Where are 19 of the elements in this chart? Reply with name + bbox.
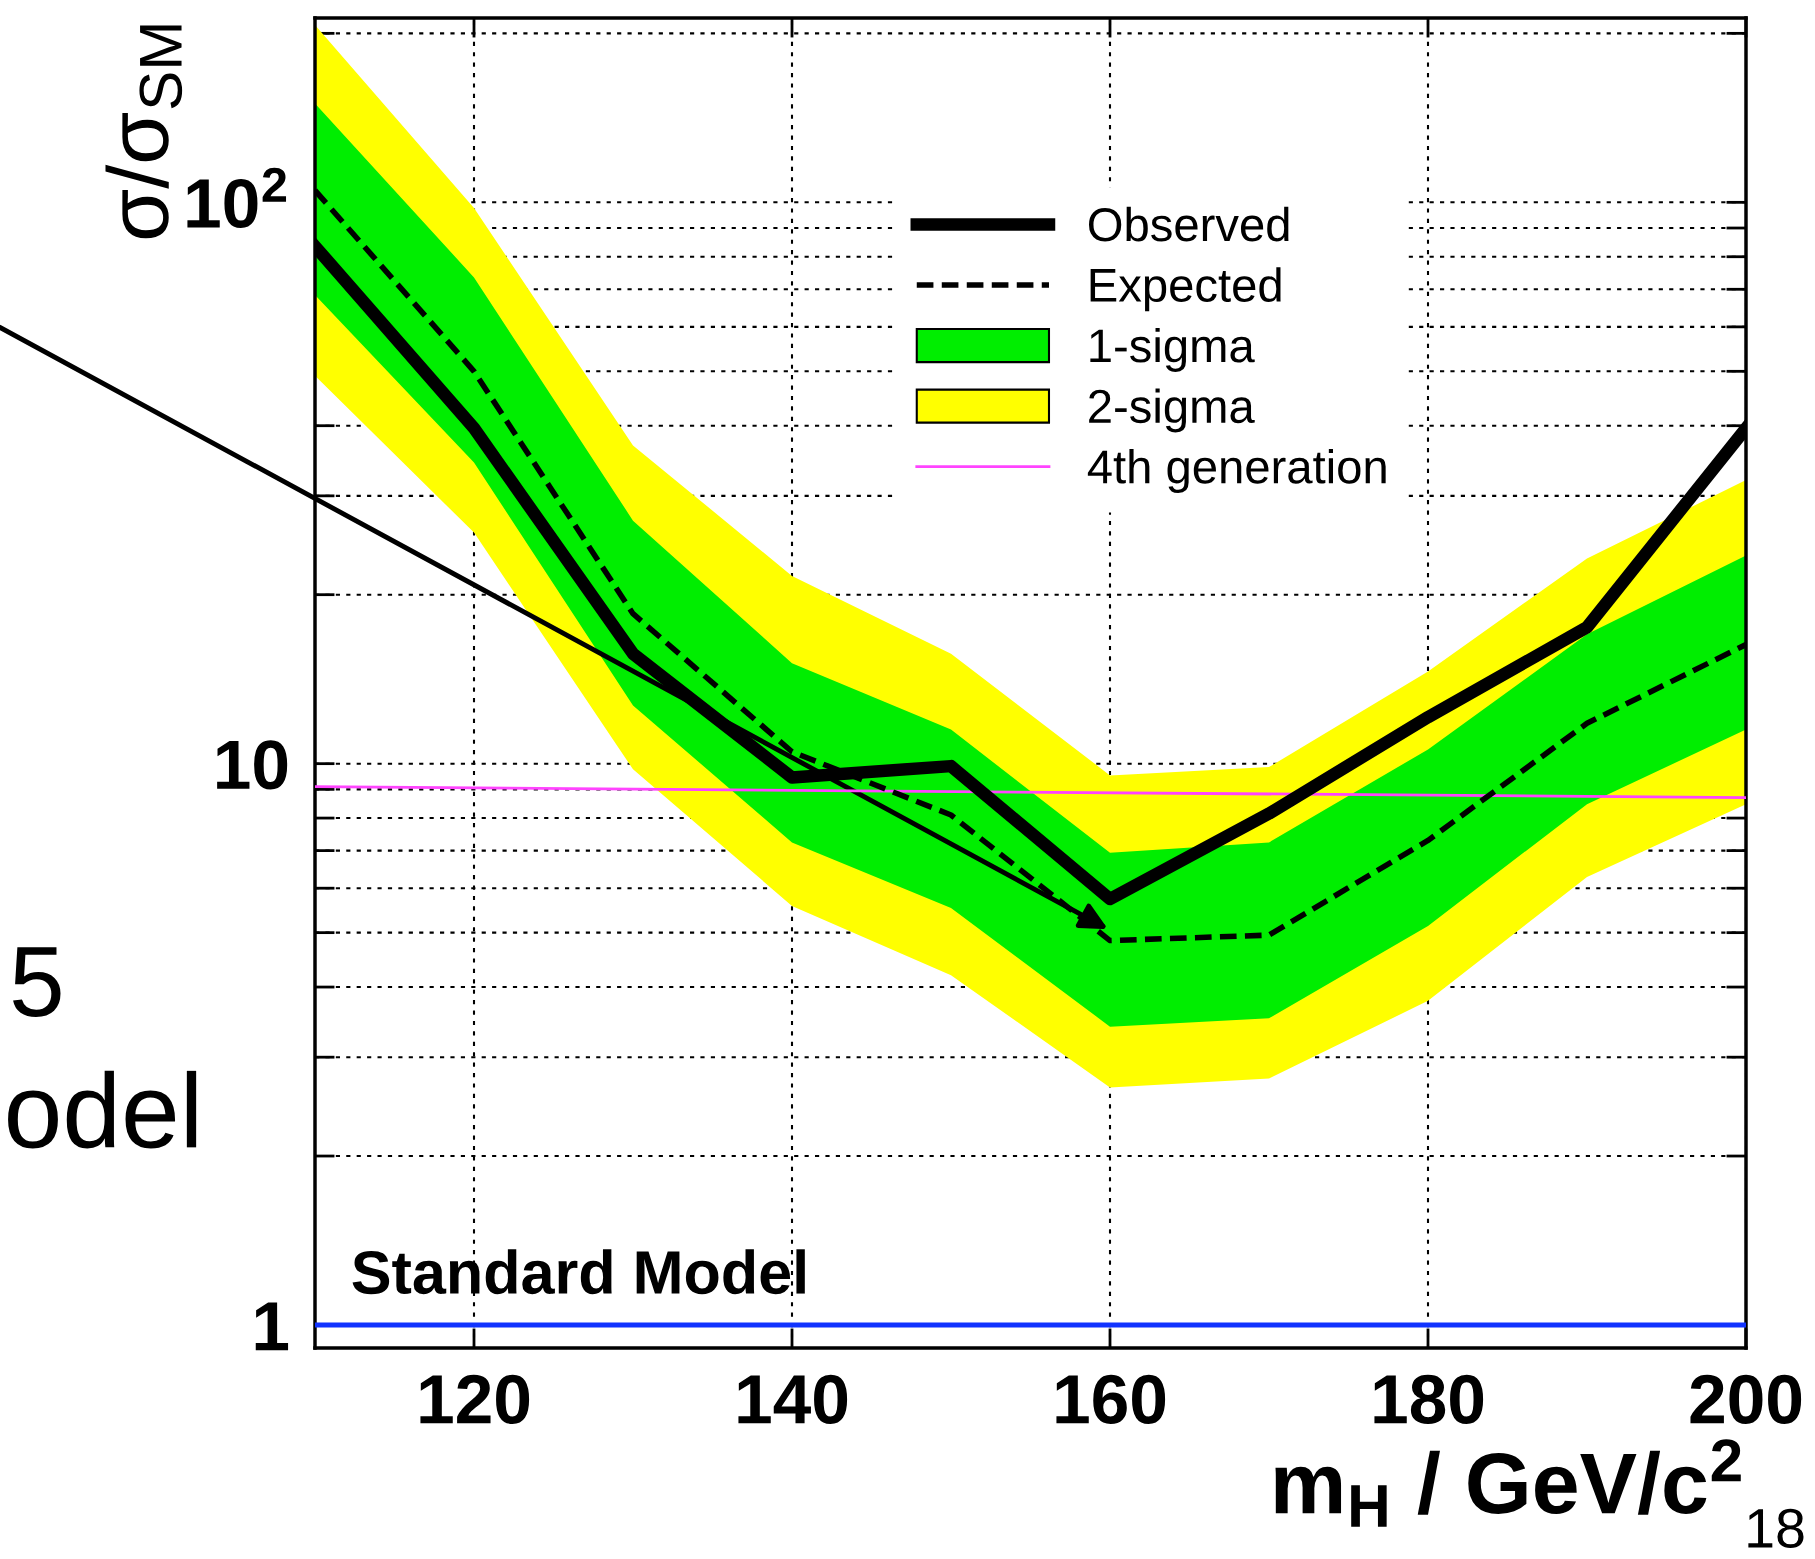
x-tick-label: 180 xyxy=(1374,1374,1484,1425)
y-tick-label: 1 xyxy=(255,1302,289,1351)
x-tick-label: 140 xyxy=(738,1374,848,1425)
legend-label: 1-sigma xyxy=(1090,327,1255,372)
ref-line-label: Standard Model xyxy=(352,1249,805,1295)
text: 18 xyxy=(1748,1508,1804,1549)
y-tick-label: 10 xyxy=(217,740,288,790)
x-tick-label: 120 xyxy=(420,1374,530,1425)
x-tick-label: 160 xyxy=(1056,1374,1166,1425)
text: odel xyxy=(8,1070,197,1149)
y-tick-label: 10$^{2}$ xyxy=(187,167,287,229)
legend-label: Expected xyxy=(1090,267,1281,312)
x-tick-label: 200 xyxy=(1690,1374,1802,1425)
legend-label: Observed xyxy=(1089,206,1289,242)
y-axis-title: σ/σ$_{SM}$ xyxy=(105,25,183,239)
legend-label: 2-sigma xyxy=(1089,388,1255,433)
text: 5 xyxy=(13,947,61,1017)
x-axis-title: m$_{H}$ / GeV/c$^{2}$ xyxy=(1275,1439,1741,1527)
legend-label: 4th generation xyxy=(1087,448,1386,494)
